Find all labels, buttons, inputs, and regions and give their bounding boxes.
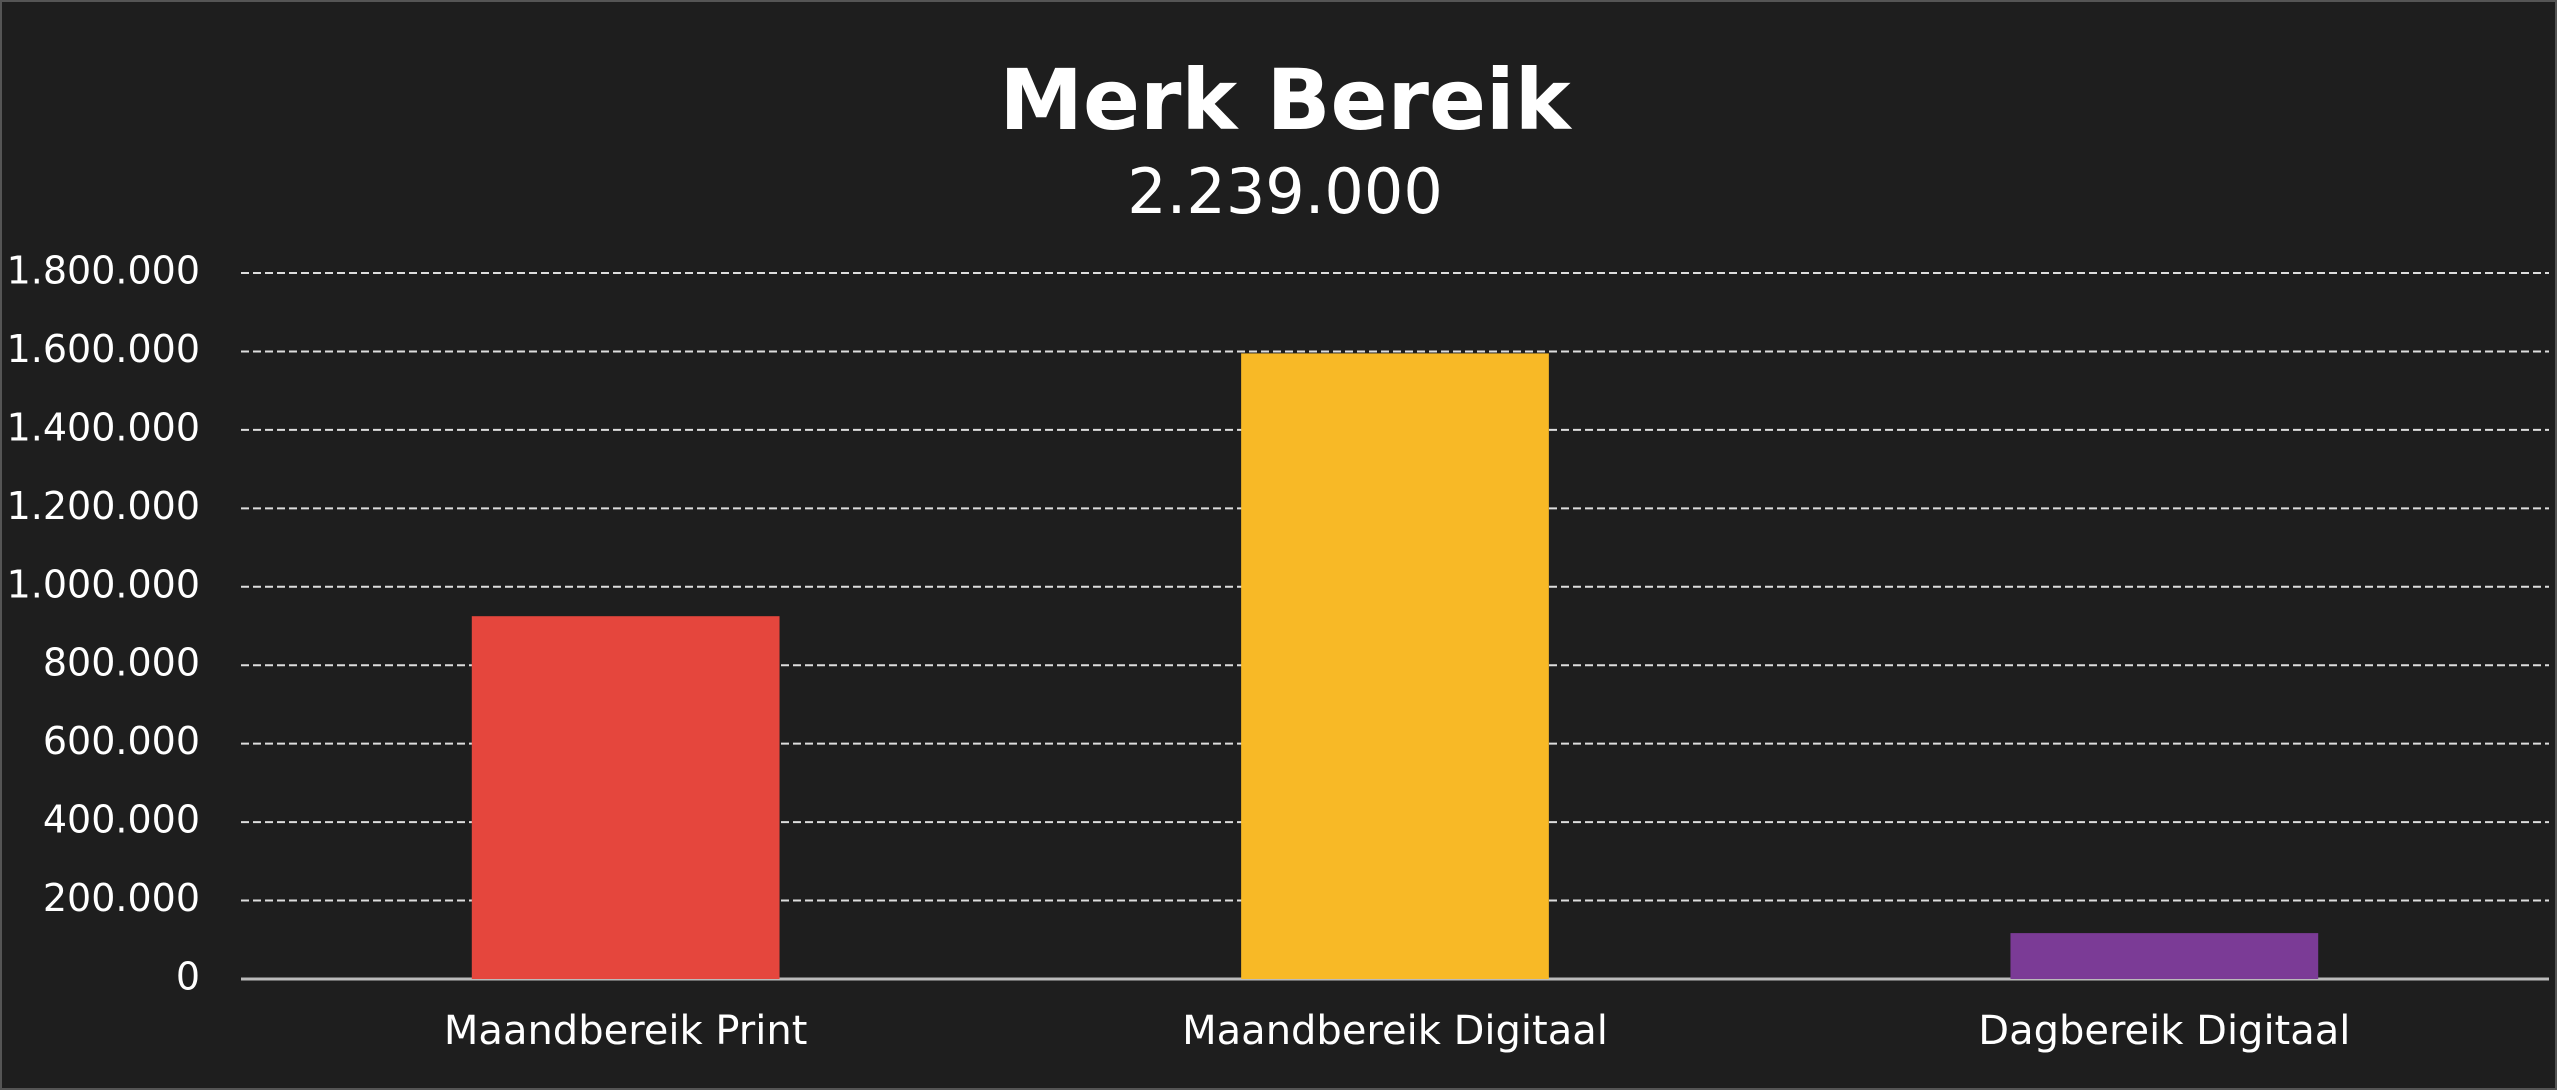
y-tick-label: 200.000 bbox=[43, 876, 200, 920]
y-tick-label: 600.000 bbox=[43, 719, 200, 763]
y-tick-label: 800.000 bbox=[43, 641, 200, 685]
y-tick-label: 1.600.000 bbox=[7, 327, 200, 371]
y-tick-label: 0 bbox=[176, 955, 200, 999]
x-tick-label: Maandbereik Digitaal bbox=[1182, 1008, 1608, 1054]
y-tick-label: 1.200.000 bbox=[7, 484, 200, 528]
y-tick-label: 400.000 bbox=[43, 798, 200, 842]
y-tick-label: 1.000.000 bbox=[7, 562, 200, 606]
x-tick-label: Maandbereik Print bbox=[444, 1008, 807, 1054]
x-tick-label: Dagbereik Digitaal bbox=[1978, 1008, 2350, 1054]
y-tick-label: 1.800.000 bbox=[7, 249, 200, 293]
bar bbox=[2010, 933, 2319, 979]
bar bbox=[471, 616, 780, 979]
bar bbox=[1241, 353, 1549, 980]
chart-title: Merk Bereik bbox=[999, 51, 1572, 149]
chart-subtitle: 2.239.000 bbox=[1127, 155, 1443, 228]
y-tick-label: 1.400.000 bbox=[7, 405, 200, 449]
